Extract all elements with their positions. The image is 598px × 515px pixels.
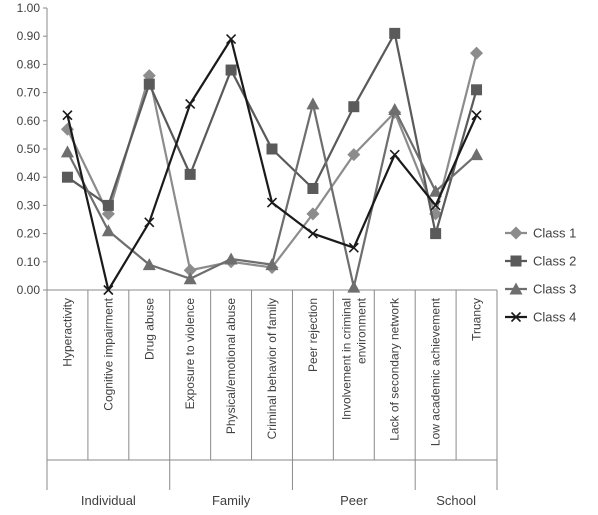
y-tick-label: 0.30 — [17, 198, 41, 212]
group-label: Individual — [81, 493, 136, 508]
data-point — [430, 228, 442, 240]
data-point — [430, 200, 441, 211]
data-point — [226, 33, 237, 45]
y-tick-label: 0.80 — [17, 57, 41, 71]
category-label: Hyperactivity — [60, 298, 74, 367]
y-tick-label: 0.00 — [17, 283, 41, 297]
category-label: Involvement in criminal — [339, 298, 353, 420]
y-tick-label: 1.00 — [17, 1, 41, 15]
legend-item: Class 1 — [505, 226, 576, 241]
data-point — [102, 199, 114, 211]
group-label: Family — [212, 493, 251, 508]
y-tick-label: 0.40 — [17, 170, 41, 184]
data-point — [509, 226, 523, 240]
data-point — [183, 272, 197, 285]
legend-label: Class 4 — [533, 310, 576, 325]
data-point — [225, 64, 237, 76]
legend-label: Class 3 — [533, 282, 576, 297]
data-point — [307, 228, 318, 239]
category-labels: Hyperactivity Cognitive impairment Drug ab… — [60, 297, 483, 446]
series-class-3 — [60, 97, 484, 293]
y-tick-label: 0.50 — [17, 142, 41, 156]
legend-label: Class 1 — [533, 226, 576, 241]
category-label: Drug abuse — [142, 298, 156, 360]
legend-label: Class 2 — [533, 254, 576, 269]
data-point — [347, 280, 361, 293]
category-label: Physical/emotional abuse — [224, 298, 238, 434]
group-label: Peer — [340, 493, 368, 508]
category-label: Peer rejection — [306, 298, 320, 372]
series-layer — [60, 27, 484, 296]
data-point — [388, 103, 402, 116]
category-label: Lack of secondary network — [388, 297, 402, 441]
category-label: Low academic achievement — [429, 297, 443, 446]
data-point — [185, 98, 196, 109]
data-point — [266, 197, 278, 208]
data-point — [470, 46, 484, 60]
data-point — [265, 258, 279, 271]
category-label: Cognitive impairment — [101, 297, 115, 410]
data-point — [510, 311, 522, 323]
data-point — [101, 224, 115, 237]
y-tick-label: 0.20 — [17, 227, 41, 241]
data-point — [348, 242, 359, 253]
y-tick-label: 0.10 — [17, 255, 41, 269]
data-point — [307, 182, 319, 194]
data-point — [61, 171, 73, 183]
data-point — [429, 184, 443, 197]
data-point — [306, 97, 320, 110]
y-tick-labels: 0.00 0.10 0.20 0.30 0.40 0.50 0.60 0.70 0.80 0.90… — [17, 1, 41, 297]
category-label: Truancy — [470, 298, 484, 341]
data-point — [62, 110, 73, 121]
group-label: School — [436, 493, 476, 508]
data-point — [143, 78, 155, 90]
data-point — [142, 258, 156, 271]
data-point — [389, 149, 400, 160]
data-point — [60, 145, 74, 158]
y-tick-label: 0.70 — [17, 86, 41, 100]
data-point — [266, 143, 278, 155]
legend-item: Class 2 — [505, 254, 576, 269]
legend-item: Class 4 — [505, 310, 576, 325]
y-tick-label: 0.60 — [17, 114, 41, 128]
data-point — [471, 110, 482, 121]
data-point — [389, 27, 401, 39]
legend: Class 1 Class 2 Class 3 Class 4 — [505, 226, 576, 325]
data-point — [470, 148, 484, 161]
data-point — [224, 252, 238, 265]
data-point — [144, 217, 155, 228]
category-label: environment — [354, 297, 368, 364]
category-label: Criminal behavior of family — [265, 298, 279, 439]
data-point — [347, 148, 361, 162]
y-tick-label: 0.90 — [17, 29, 41, 43]
group-labels: Individual Family Peer School — [81, 493, 476, 508]
data-point — [103, 284, 114, 296]
series-class-4 — [62, 33, 482, 296]
category-label: Exposure to violence — [183, 298, 197, 410]
series-line — [66, 52, 478, 272]
data-point — [510, 255, 522, 267]
data-point — [306, 207, 320, 221]
legend-item: Class 3 — [505, 282, 576, 297]
data-point — [348, 101, 360, 113]
axes — [43, 7, 498, 490]
data-point — [471, 84, 483, 96]
data-point — [184, 168, 196, 180]
data-point — [183, 263, 197, 277]
data-point — [509, 282, 523, 295]
series-class-2 — [61, 27, 483, 240]
